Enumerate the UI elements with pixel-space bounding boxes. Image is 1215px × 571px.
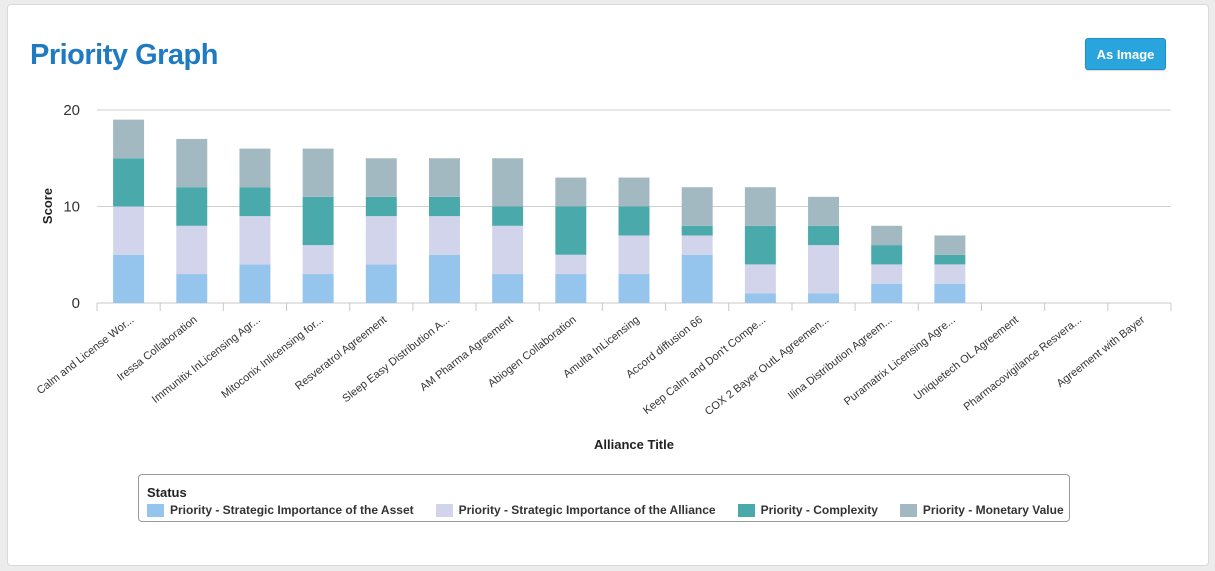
bar-segment[interactable] [871,245,903,265]
bar-segment[interactable] [618,177,650,207]
bar-segment[interactable] [302,196,334,246]
bar-segment[interactable] [492,158,524,207]
bar-segment[interactable] [239,187,271,217]
stacked-bar-chart: 0 10 20 Calm and License Wor...Iressa Coll… [35,102,1172,452]
bar-segment[interactable] [302,148,334,197]
y-axis-ticks: 0 10 20 [63,102,80,312]
x-category-label: Uniquetech OL Agreement [912,314,1021,403]
x-category-label: Calm and License Wor... [35,314,137,397]
bar-segment[interactable] [871,283,903,303]
x-category-label: Keep Calm and Don't Compe... [641,314,768,417]
x-category-label: COX 2 Bayer OutL Agreemen... [703,314,831,418]
bar-segment[interactable] [681,187,713,226]
bar-segment[interactable] [365,196,397,217]
bar-segment[interactable] [681,225,713,236]
bar-segment[interactable] [808,225,840,246]
x-category-label: Pharmacovigilance Resvera... [962,314,1085,413]
bar-segment[interactable] [176,225,208,275]
bar-segment[interactable] [744,187,776,226]
bar-segment[interactable] [428,254,460,303]
bar-segment[interactable] [618,274,650,303]
bar-segment[interactable] [239,216,271,265]
bar-segment[interactable] [302,245,334,275]
legend-item[interactable]: Priority - Monetary Value [899,503,1064,517]
x-category-label: Mitoconix Inlicensing for... [219,314,326,401]
legend-item[interactable]: Priority - Strategic Importance of the A… [435,503,716,517]
y-tick-label: 20 [63,102,80,119]
x-category-label: Immunitix InLicensing Agr... [150,314,263,406]
x-axis-categories: Calm and License Wor...Iressa Collaborat… [35,314,1148,418]
y-tick-label: 0 [72,295,80,312]
bar-segment[interactable] [618,206,650,236]
bar-segment[interactable] [808,293,840,303]
bar-segment[interactable] [492,206,524,226]
legend-label: Priority - Monetary Value [922,503,1064,517]
bar-segment[interactable] [934,283,966,303]
bar-segment[interactable] [113,254,145,303]
bar-segment[interactable] [871,264,903,284]
bar-segment[interactable] [176,274,208,303]
bar-segment[interactable] [808,245,840,294]
bar-segment[interactable] [744,293,776,303]
bar-segment[interactable] [176,138,208,188]
x-category-label: Puramatrix Licensing Agre... [842,314,958,408]
legend-label: Priority - Complexity [760,503,878,517]
bar-segment[interactable] [365,158,397,197]
bar-segment[interactable] [113,158,145,207]
bar-segment[interactable] [555,274,587,303]
bar-segment[interactable] [681,254,713,303]
legend-label: Priority - Strategic Importance of the A… [458,503,716,517]
bar-segment[interactable] [555,177,587,207]
priority-graph-panel: Priority Graph As Image 0 10 20 Calm and L… [7,4,1209,566]
bar-segment[interactable] [428,216,460,255]
bar-segment[interactable] [934,235,966,255]
page-title: Priority Graph [30,39,219,71]
bar-segment[interactable] [555,254,587,275]
legend-swatch [737,503,755,517]
bar-segment[interactable] [113,119,145,159]
bar-segment[interactable] [934,264,966,284]
bar-segment[interactable] [492,225,524,275]
bar-segment[interactable] [176,187,208,226]
chart-legend: Status Priority - Strategic Importance o… [138,474,1070,522]
bar-segment[interactable] [618,235,650,275]
legend-item[interactable]: Priority - Complexity [737,503,878,517]
legend-label: Priority - Strategic Importance of the A… [170,503,414,517]
bar-segment[interactable] [302,274,334,303]
bar-segment[interactable] [239,148,271,188]
bar-segment[interactable] [365,264,397,303]
bar-segment[interactable] [365,216,397,265]
bar-segment[interactable] [428,196,460,217]
legend-title: Status [147,485,187,500]
x-axis-title: Alliance Title [594,437,674,452]
bar-segment[interactable] [681,235,713,255]
bar-segment[interactable] [239,264,271,303]
legend-swatch [435,503,453,517]
grid-lines [96,109,1172,311]
legend-swatch [147,503,164,517]
y-axis-title: Score [40,188,55,224]
bar-segment[interactable] [744,225,776,265]
legend-items: Priority - Strategic Importance of the A… [147,503,1086,517]
bar-segment[interactable] [871,225,903,246]
bar-segment[interactable] [492,274,524,303]
bar-segment[interactable] [555,206,587,255]
bar-stacks [113,119,966,303]
legend-swatch [899,503,917,517]
export-as-image-button[interactable]: As Image [1085,38,1166,70]
x-category-label: Ilina Distribution Agreem... [786,314,895,403]
bar-segment[interactable] [934,254,966,265]
bar-segment[interactable] [808,196,840,226]
x-category-label: Sleep Easy Distribution A... [340,314,452,405]
legend-item[interactable]: Priority - Strategic Importance of the A… [147,503,414,517]
y-tick-label: 10 [63,199,80,216]
bar-segment[interactable] [113,206,145,255]
bar-segment[interactable] [744,264,776,294]
bar-segment[interactable] [428,158,460,197]
